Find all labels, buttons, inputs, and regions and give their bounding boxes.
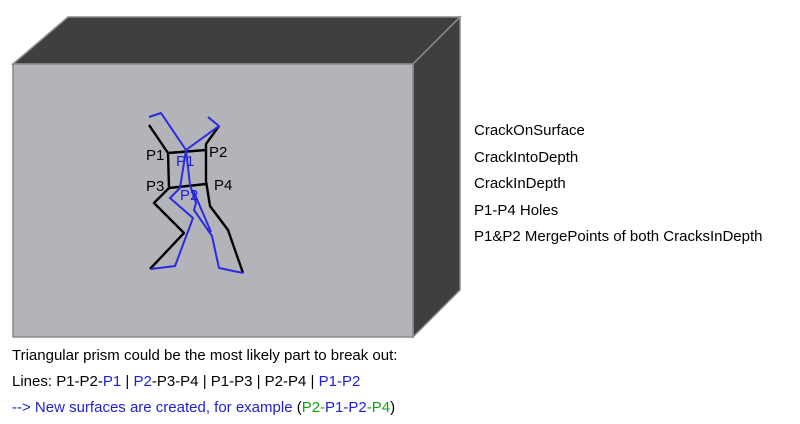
hole-line-p3-p4 [168,182,207,190]
legend-crack-in-depth: CrackInDepth [474,175,566,192]
crack-into-depth-left [148,112,194,270]
legend-holes: P1-P4 Holes [474,201,559,219]
block-right-face [412,15,461,339]
crack-on-surface-left [148,124,186,270]
point-label-p1: P1 [146,147,164,164]
caption-segment: | [121,373,134,390]
point-label-p2: P2 [209,144,227,161]
block-front-face [12,63,414,338]
point-label-p3: P3 [146,178,164,195]
caption-segment: P1 [102,373,122,390]
caption-segment: P2- [301,399,326,416]
caption-line-1: Triangular prism could be the most likel… [12,347,398,364]
caption-segment: P1-P2 [318,373,361,390]
caption-segment: Lines: P1-P2- [12,373,103,390]
caption-segment: ( [296,399,302,416]
caption-segment: P2 [133,373,152,390]
caption-segment: P1-P2 [325,399,367,416]
point-label-p2-merge: P2 [180,187,198,204]
legend-crack-on-surface: CrackOnSurface [474,122,585,139]
caption-segment: -P4 [366,399,391,416]
caption-segment: ) [390,399,396,416]
crack-in-depth-line [192,189,212,233]
point-label-p4: P4 [214,177,232,194]
crack-on-surface-right [204,125,245,274]
legend-merge-points: P1&P2 MergePoints of both CracksInDepth [474,228,763,245]
point-label-p1-merge: P1 [176,153,194,170]
caption-segment: -P3-P4 | P1-P3 | P2-P4 | [151,373,319,390]
caption-line-2: Lines: P1-P2-P1 | P2-P3-P4 | P1-P3 | P2-… [12,369,397,395]
caption-segment: --> New surfaces are created, for exampl… [12,399,297,416]
legend: CrackOnSurface CrackIntoDepth CrackInDep… [474,118,763,251]
legend-crack-into-depth: CrackIntoDepth [474,148,579,166]
caption: Triangular prism could be the most likel… [12,343,397,421]
block-top-face [10,16,462,65]
crack-into-depth-right [185,116,244,274]
caption-line-3: --> New surfaces are created, for exampl… [12,395,397,421]
